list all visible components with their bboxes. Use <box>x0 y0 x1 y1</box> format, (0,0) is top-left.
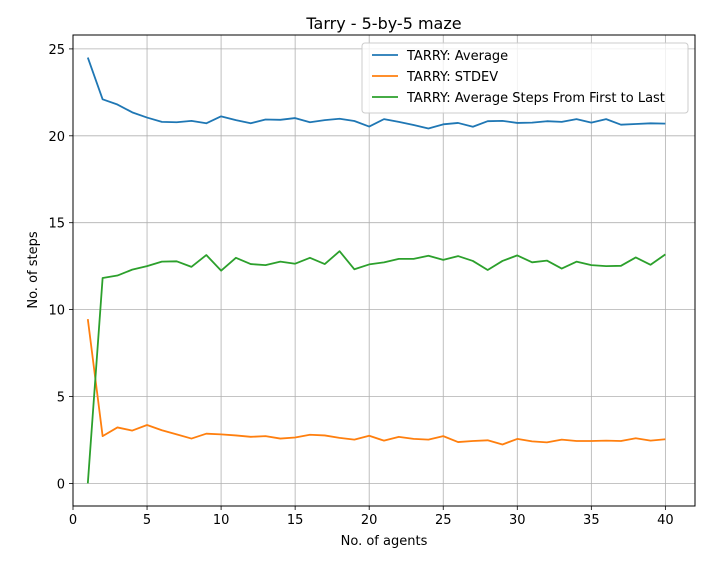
y-tick-label: 15 <box>48 217 65 232</box>
plot-frame <box>72 34 696 507</box>
x-tick-label: 0 <box>69 513 77 528</box>
legend: TARRY: Average TARRY: STDEV TARRY: Avera… <box>361 42 689 114</box>
y-axis-label: No. of steps <box>26 231 41 308</box>
x-tick-label: 35 <box>583 513 600 528</box>
x-tick-label: 5 <box>143 513 151 528</box>
y-tick-label: 20 <box>48 130 65 145</box>
legend-label-first-to-last: TARRY: Average Steps From First to Last <box>406 91 665 106</box>
legend-label-average: TARRY: Average <box>406 49 508 64</box>
x-tick-label: 25 <box>435 513 452 528</box>
x-tick-label: 15 <box>287 513 304 528</box>
legend-label-stdev: TARRY: STDEV <box>406 70 498 85</box>
y-tick-label: 10 <box>48 304 65 319</box>
axis-ticks: 0 5 10 15 20 25 30 35 40 0 5 10 15 20 25 <box>48 43 673 528</box>
series-lines <box>86 57 666 484</box>
series-line-stdev <box>86 319 666 446</box>
x-tick-label: 30 <box>509 513 526 528</box>
x-tick-label: 20 <box>361 513 378 528</box>
chart-title: Tarry - 5-by-5 maze <box>305 14 461 33</box>
y-tick-label: 0 <box>57 477 65 492</box>
x-axis-label: No. of agents <box>341 534 428 549</box>
x-tick-label: 40 <box>657 513 674 528</box>
y-tick-label: 5 <box>57 391 65 406</box>
y-tick-label: 25 <box>48 43 65 58</box>
x-tick-label: 10 <box>213 513 230 528</box>
legend-box <box>361 42 689 114</box>
series-line-average <box>86 57 666 130</box>
series-line-first-to-last <box>86 250 666 484</box>
